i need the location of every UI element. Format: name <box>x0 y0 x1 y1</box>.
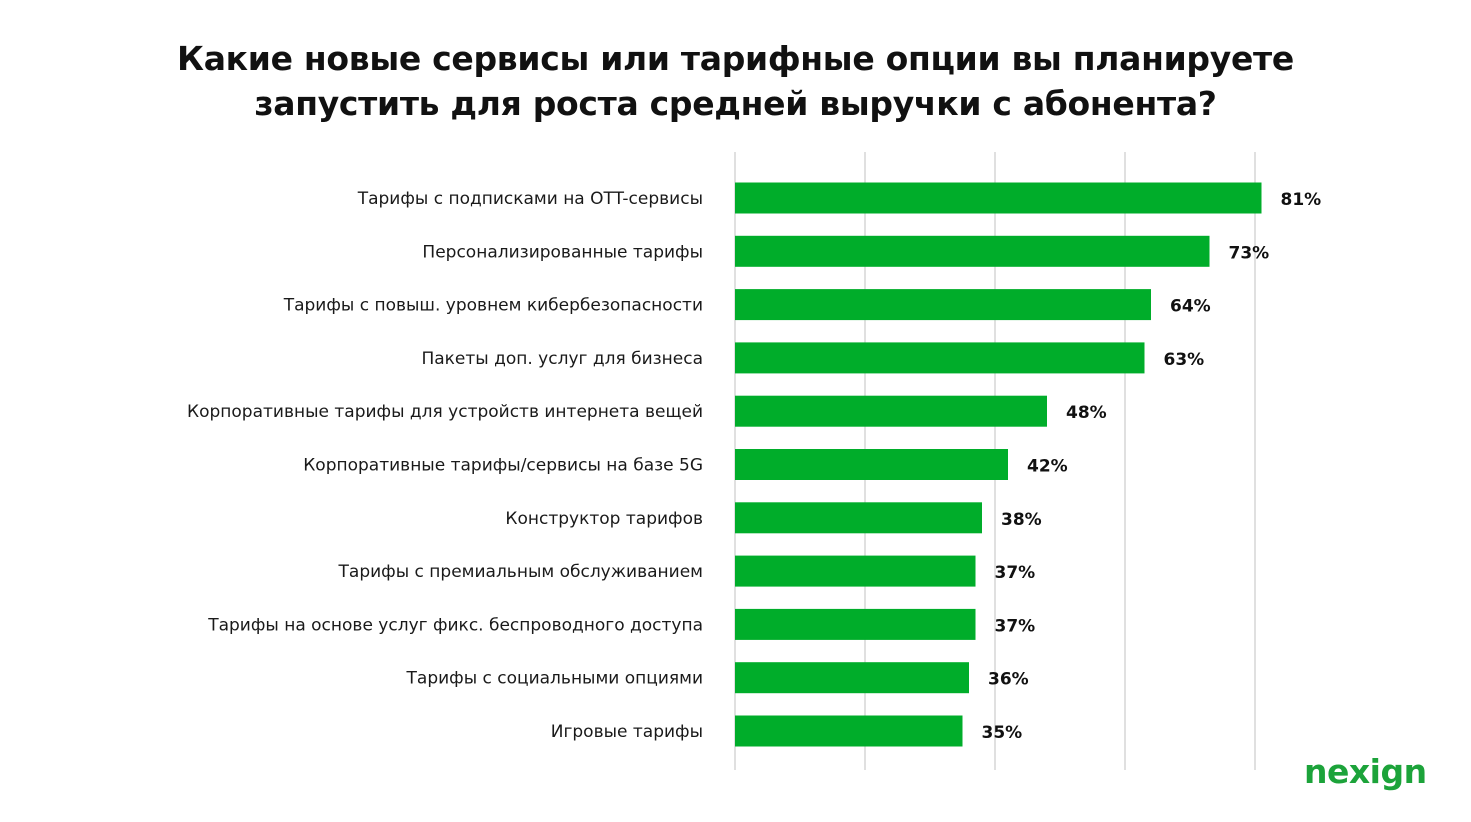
bar-0 <box>735 182 1262 214</box>
bar-3 <box>735 342 1145 374</box>
category-label-7: Тарифы с премиальным обслуживанием <box>338 562 703 582</box>
chart-title-line-1: Какие новые сервисы или тарифные опции в… <box>177 39 1294 78</box>
value-label-0: 81% <box>1281 190 1322 210</box>
category-label-2: Тарифы с повыш. уровнем кибербезопасност… <box>283 296 703 316</box>
category-label-8: Тарифы на основе услуг фикс. беспроводно… <box>207 615 703 635</box>
bar-2 <box>735 289 1151 321</box>
value-label-9: 36% <box>988 670 1029 690</box>
value-label-6: 38% <box>1001 510 1042 530</box>
value-label-7: 37% <box>995 563 1036 583</box>
bar-1 <box>735 235 1210 267</box>
value-label-4: 48% <box>1066 403 1107 423</box>
chart-title-line-2: запустить для роста средней выручки с аб… <box>254 84 1217 123</box>
bar-5 <box>735 449 1008 480</box>
bar-8 <box>735 608 976 640</box>
category-label-10: Игровые тарифы <box>551 722 703 742</box>
category-label-6: Конструктор тарифов <box>505 509 703 529</box>
value-label-5: 42% <box>1027 457 1068 477</box>
bar-7 <box>735 555 976 587</box>
category-label-1: Персонализированные тарифы <box>422 242 703 262</box>
labels: Тарифы с подписками на OTT-сервисы 81% Пер… <box>187 189 1321 743</box>
value-label-3: 63% <box>1164 350 1205 370</box>
nexign-logo: nexign <box>1304 752 1427 791</box>
category-label-5: Корпоративные тарифы/сервисы на базе 5G <box>303 456 703 476</box>
bar-10 <box>735 715 963 747</box>
category-label-9: Тарифы с социальными опциями <box>406 669 703 689</box>
category-label-0: Тарифы с подписками на OTT-сервисы <box>357 189 703 209</box>
bar-6 <box>735 502 982 534</box>
bar-4 <box>735 395 1047 427</box>
value-label-10: 35% <box>982 723 1023 743</box>
category-label-3: Пакеты доп. услуг для бизнеса <box>421 349 703 369</box>
bars <box>735 182 1262 747</box>
value-label-8: 37% <box>995 616 1036 636</box>
value-label-1: 73% <box>1229 243 1270 263</box>
category-label-4: Корпоративные тарифы для устройств интер… <box>187 402 703 422</box>
value-label-2: 64% <box>1170 297 1211 317</box>
bar-9 <box>735 662 969 694</box>
chart-title: Какие новые сервисы или тарифные опции в… <box>0 36 1471 126</box>
